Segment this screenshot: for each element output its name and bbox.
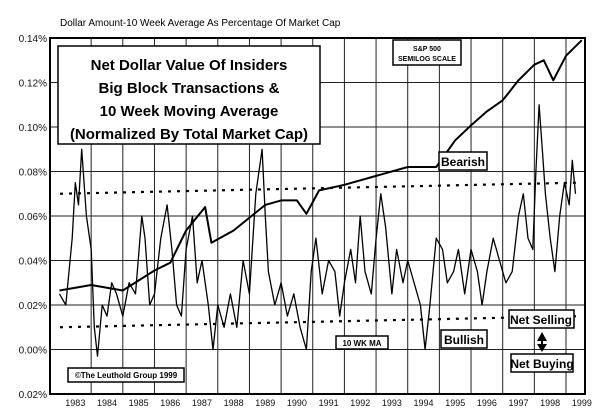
double-arrow-icon: [537, 332, 547, 352]
title-line-3: 10 Week Moving Average: [100, 103, 279, 120]
x-tick-label: 1990: [287, 398, 307, 408]
svg-text:©The Leuthold Group 1999: ©The Leuthold Group 1999: [75, 371, 178, 380]
x-tick-label: 1988: [224, 398, 244, 408]
y-tick-label: 0.02%: [19, 301, 47, 312]
x-tick-label: 1983: [65, 398, 85, 408]
x-tick-label: 1986: [160, 398, 180, 408]
ma-label: 10 WK MA: [335, 335, 389, 350]
svg-text:10 WK MA: 10 WK MA: [342, 339, 381, 348]
plot-frame: [49, 37, 586, 395]
y-tick-label: 0.02%: [19, 390, 47, 401]
y-tick-label: 0.06%: [19, 212, 47, 223]
x-tick-label: 1984: [97, 398, 117, 408]
reference-lines: [59, 181, 581, 329]
sp500-label: S&P 500: [413, 46, 441, 53]
y-tick-label: 0.12%: [19, 79, 47, 90]
y-tick-label: 0.10%: [19, 123, 47, 134]
y-tick-label: 0.08%: [19, 168, 47, 179]
series-lines: [58, 39, 583, 357]
copyright-label: ©The Leuthold Group 1999: [67, 367, 185, 383]
x-tick-label: 1992: [350, 398, 370, 408]
net-buying-label: Net Buying: [510, 353, 574, 373]
svg-text:Bearish: Bearish: [441, 155, 485, 169]
title-line-2: Big Block Transactions &: [99, 80, 280, 97]
svg-text:Net Buying: Net Buying: [510, 357, 573, 371]
reference-line-bullish: [59, 315, 581, 329]
y-tick-label: 0.04%: [19, 257, 47, 268]
x-tick-label: 1985: [129, 398, 149, 408]
x-tick-label: 1999: [572, 398, 592, 408]
x-tick-label: 1993: [382, 398, 402, 408]
x-tick-label: 1994: [414, 398, 434, 408]
bullish-label: Bullish: [440, 329, 488, 349]
series-line-sp500: [59, 39, 583, 292]
svg-text:Bullish: Bullish: [444, 333, 484, 347]
svg-text:Net Selling: Net Selling: [510, 313, 572, 327]
x-tick-label: 1989: [255, 398, 275, 408]
title-box: Net Dollar Value Of Insiders Big Block T…: [57, 45, 321, 145]
semilog-label: SEMILOG SCALE: [398, 56, 456, 63]
bearish-label: Bearish: [438, 151, 488, 171]
x-axis: 1983 1984 1985 1986 1987 1988 1989 1990 1991 1992…: [65, 398, 592, 408]
y-tick-label: 0.14%: [19, 34, 47, 45]
x-tick-label: 1991: [319, 398, 339, 408]
net-selling-label: Net Selling: [508, 309, 575, 329]
y-axis: 0.14% 0.12% 0.10% 0.08% 0.06% 0.04% 0.02% 0.00%…: [19, 34, 47, 401]
reference-line-bearish: [59, 181, 581, 195]
sp500-box: S&P 500 SEMILOG SCALE: [392, 39, 462, 66]
x-tick-label: 1987: [192, 398, 212, 408]
y-tick-label: 0.00%: [19, 346, 47, 357]
series-line-10wk-ma: [58, 104, 577, 357]
chart-subtitle: Dollar Amount-10 Week Average As Percent…: [60, 18, 341, 29]
x-tick-label: 1995: [445, 398, 465, 408]
title-line-4: (Normalized By Total Market Cap): [70, 126, 308, 143]
title-line-1: Net Dollar Value Of Insiders: [91, 57, 288, 74]
x-tick-label: 1996: [477, 398, 497, 408]
x-tick-label: 1998: [540, 398, 560, 408]
x-tick-label: 1997: [509, 398, 529, 408]
